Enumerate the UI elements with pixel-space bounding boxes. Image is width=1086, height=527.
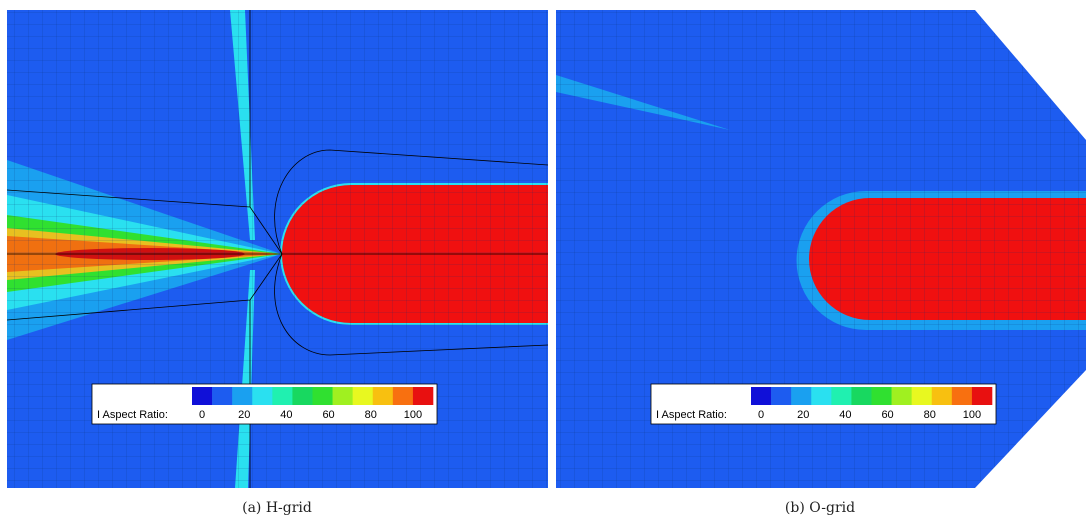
color-bin bbox=[831, 387, 851, 405]
caption: (a) H-grid bbox=[242, 500, 312, 516]
legend-tick: 0 bbox=[199, 409, 205, 421]
color-bin bbox=[313, 387, 333, 405]
legend-tick: 100 bbox=[963, 409, 981, 421]
color-bin bbox=[912, 387, 932, 405]
color-bin bbox=[811, 387, 831, 405]
legend-tick: 60 bbox=[881, 409, 893, 421]
color-bin bbox=[751, 387, 771, 405]
color-bin bbox=[192, 387, 212, 405]
color-bin bbox=[972, 387, 992, 405]
legend-tick: 100 bbox=[404, 409, 422, 421]
legend-tick: 40 bbox=[839, 409, 851, 421]
legend-tick: 20 bbox=[238, 409, 250, 421]
color-bin bbox=[272, 387, 292, 405]
color-bin bbox=[333, 387, 353, 405]
legend-label: I Aspect Ratio: bbox=[97, 409, 168, 421]
color-bin bbox=[353, 387, 373, 405]
color-bin bbox=[791, 387, 811, 405]
color-bin bbox=[292, 387, 312, 405]
legend-tick: 20 bbox=[797, 409, 809, 421]
color-bin bbox=[952, 387, 972, 405]
color-bin bbox=[252, 387, 272, 405]
color-bin bbox=[771, 387, 791, 405]
color-bin bbox=[932, 387, 952, 405]
color-bin bbox=[393, 387, 413, 405]
legend-tick: 60 bbox=[322, 409, 334, 421]
caption: (b) O-grid bbox=[785, 500, 855, 516]
legend-tick: 80 bbox=[924, 409, 936, 421]
color-bin bbox=[892, 387, 912, 405]
color-bin bbox=[212, 387, 232, 405]
color-bin bbox=[373, 387, 393, 405]
color-bin bbox=[851, 387, 871, 405]
legend-tick: 0 bbox=[758, 409, 764, 421]
legend-tick: 80 bbox=[365, 409, 377, 421]
color-bin bbox=[872, 387, 892, 405]
color-bin bbox=[232, 387, 252, 405]
color-bin bbox=[413, 387, 433, 405]
legend-label: I Aspect Ratio: bbox=[656, 409, 727, 421]
legend-tick: 40 bbox=[280, 409, 292, 421]
figure: I Aspect Ratio: 0 20 40 60 80 100 I Aspect Rati… bbox=[0, 0, 1086, 527]
